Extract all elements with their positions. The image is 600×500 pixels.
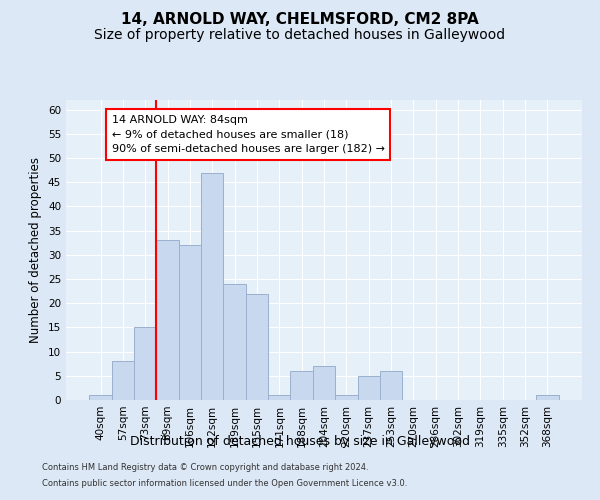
Text: Distribution of detached houses by size in Galleywood: Distribution of detached houses by size … <box>130 435 470 448</box>
Bar <box>134 328 157 400</box>
Bar <box>536 395 559 400</box>
Bar <box>201 172 223 400</box>
Bar <box>179 245 201 400</box>
Text: Contains HM Land Registry data © Crown copyright and database right 2024.: Contains HM Land Registry data © Crown c… <box>42 464 368 472</box>
Bar <box>89 395 112 400</box>
Bar <box>290 371 313 400</box>
Bar <box>246 294 268 400</box>
Bar <box>313 366 335 400</box>
Text: Size of property relative to detached houses in Galleywood: Size of property relative to detached ho… <box>94 28 506 42</box>
Bar <box>335 395 358 400</box>
Bar <box>358 376 380 400</box>
Bar <box>157 240 179 400</box>
Bar <box>112 362 134 400</box>
Bar <box>223 284 246 400</box>
Bar <box>268 395 290 400</box>
Bar <box>380 371 402 400</box>
Text: 14, ARNOLD WAY, CHELMSFORD, CM2 8PA: 14, ARNOLD WAY, CHELMSFORD, CM2 8PA <box>121 12 479 28</box>
Text: 14 ARNOLD WAY: 84sqm
← 9% of detached houses are smaller (18)
90% of semi-detach: 14 ARNOLD WAY: 84sqm ← 9% of detached ho… <box>112 114 385 154</box>
Y-axis label: Number of detached properties: Number of detached properties <box>29 157 43 343</box>
Text: Contains public sector information licensed under the Open Government Licence v3: Contains public sector information licen… <box>42 478 407 488</box>
